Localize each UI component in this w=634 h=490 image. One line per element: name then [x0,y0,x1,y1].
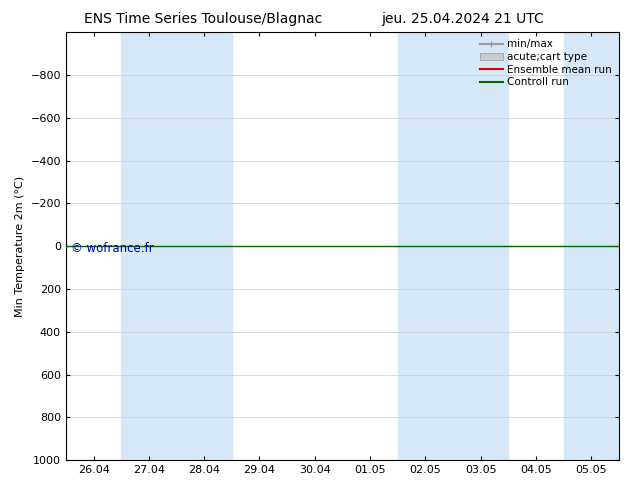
Bar [176,32,232,460]
Bar [564,32,619,460]
Legend: min/max, acute;cart type, Ensemble mean run, Controll run: min/max, acute;cart type, Ensemble mean … [478,37,614,89]
Bar [121,32,176,460]
Text: ENS Time Series Toulouse/Blagnac: ENS Time Series Toulouse/Blagnac [84,12,322,26]
Bar [398,32,453,460]
Text: © wofrance.fr: © wofrance.fr [72,242,154,255]
Bar [453,32,508,460]
Y-axis label: Min Temperature 2m (°C): Min Temperature 2m (°C) [15,175,25,317]
Text: jeu. 25.04.2024 21 UTC: jeu. 25.04.2024 21 UTC [382,12,544,26]
